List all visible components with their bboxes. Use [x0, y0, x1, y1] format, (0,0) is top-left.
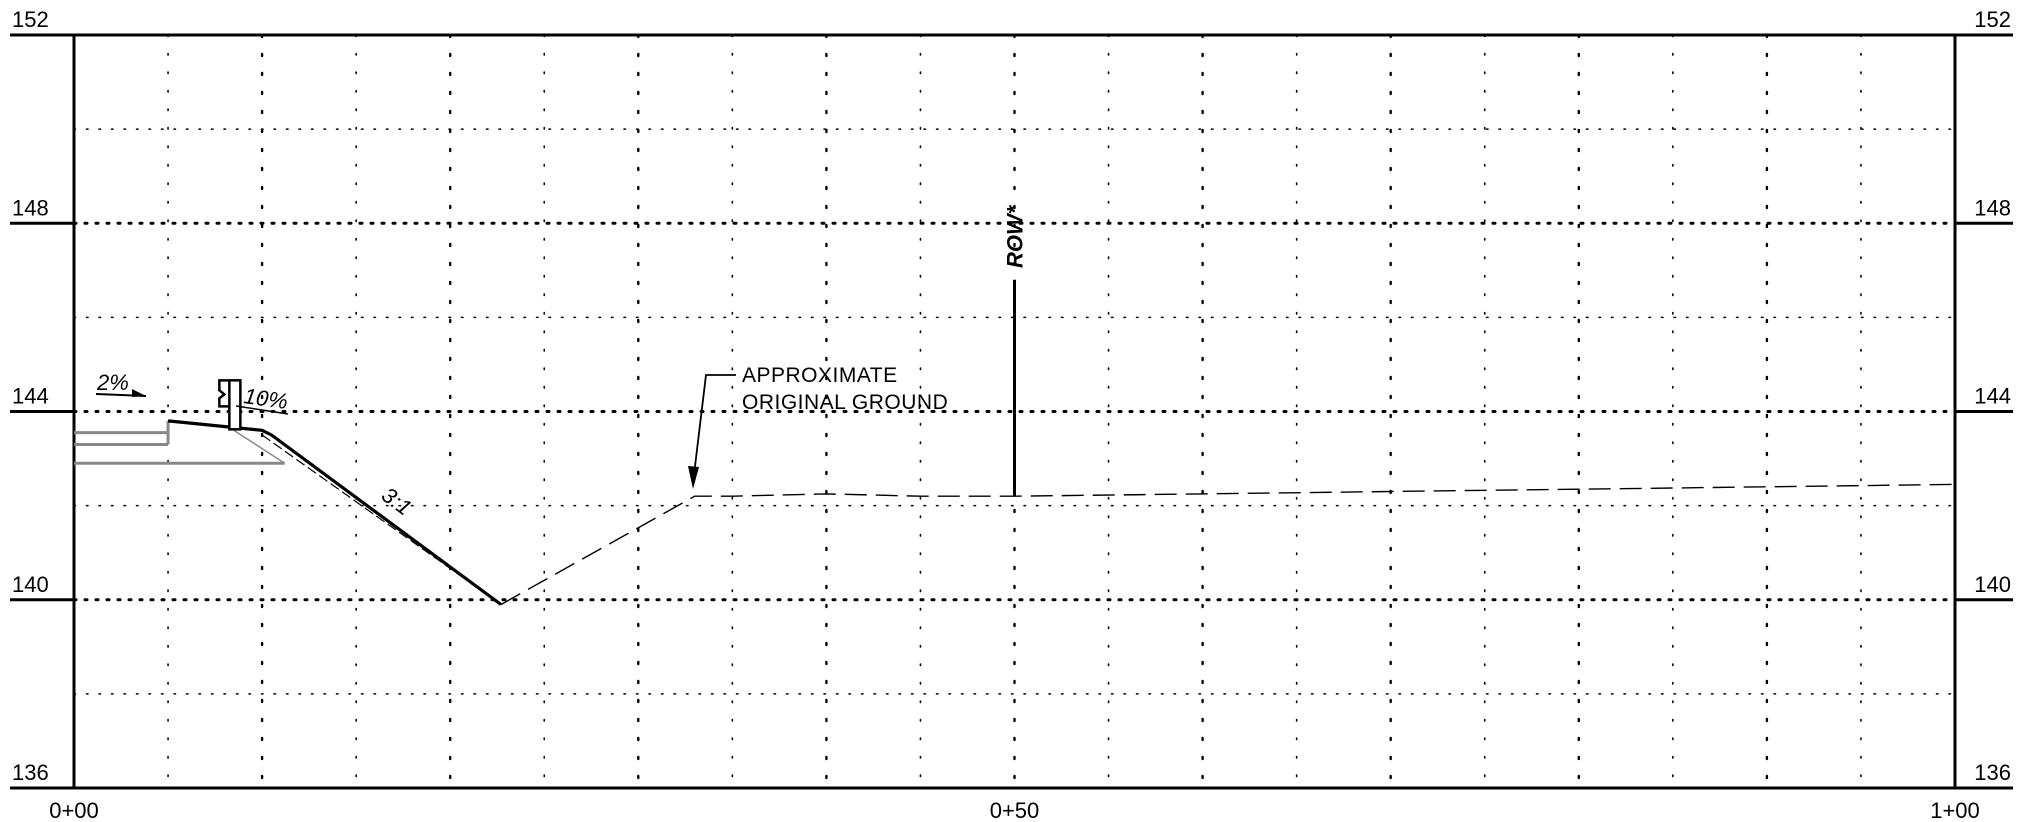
- right-elevation-label: 136: [1974, 760, 2011, 785]
- row-label: ROW*: [1003, 204, 1028, 268]
- ground-note-line2: ORIGINAL GROUND: [742, 391, 948, 414]
- slope-arrowhead: [132, 389, 146, 397]
- proposed-grade-line: [167, 419, 502, 606]
- slope-companion-line: [261, 434, 502, 605]
- left-elevation-label: 140: [12, 572, 49, 597]
- guardrail-post: [228, 379, 242, 431]
- ground-note-line1: APPROXIMATE: [742, 364, 898, 387]
- left-elevation-label: 136: [12, 760, 49, 785]
- side-slope-label: 3:1: [377, 482, 416, 520]
- profile-lines: [167, 419, 1956, 606]
- subbase-slope-line: [233, 429, 286, 464]
- right-elevation-label: 140: [1974, 572, 2011, 597]
- ground-note-arrowhead: [688, 466, 699, 489]
- left-elevation-label: 152: [12, 7, 49, 32]
- chart-frame: [10, 33, 2013, 790]
- pavement-slope-label: 2%: [96, 370, 129, 395]
- annotations: 2% 10% 3:1 APPROXIMATE ORIGINAL GROUND ROW*: [95, 204, 1028, 520]
- station-label: 1+00: [1930, 798, 1980, 822]
- right-elevation-label: 152: [1974, 7, 2011, 32]
- ground-note-leader: [692, 374, 736, 484]
- left-elevation-label: 148: [12, 195, 49, 220]
- station-label: 0+50: [990, 798, 1040, 822]
- station-label: 0+00: [49, 798, 99, 822]
- shoulder-slope-label: 10%: [242, 383, 289, 414]
- pavement-layers: [74, 420, 286, 465]
- right-elevation-label: 148: [1974, 195, 2011, 220]
- minor-gridlines: [73, 34, 1956, 789]
- shoulder-slope-underline: [235, 405, 289, 415]
- guardrail-blockout: [218, 379, 230, 408]
- original-ground-line: [500, 483, 1956, 606]
- right-elevation-label: 144: [1974, 384, 2011, 409]
- left-elevation-label: 144: [12, 384, 49, 409]
- major-gridlines: [72, 33, 1957, 790]
